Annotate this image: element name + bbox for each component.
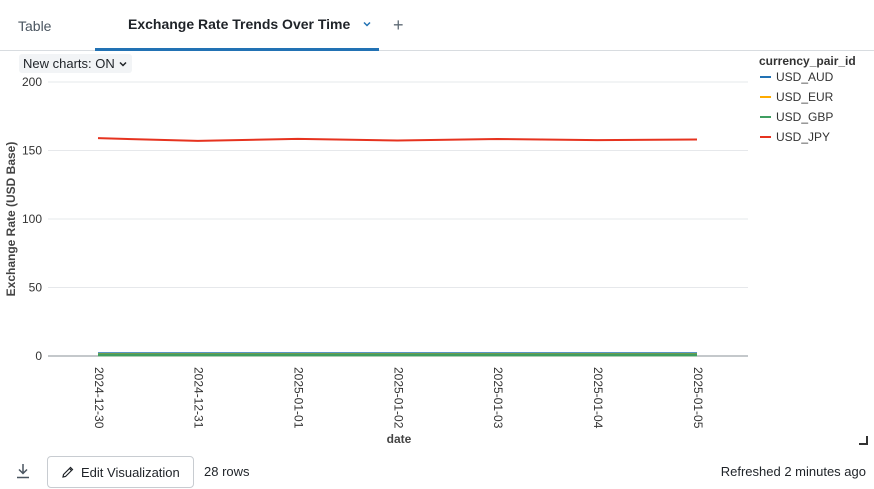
legend-item-usd-jpy: USD_JPY	[776, 130, 830, 144]
y-tick-label: 50	[29, 281, 43, 295]
x-tick-label: 2024-12-31	[192, 367, 206, 429]
refreshed-status: Refreshed 2 minutes ago	[720, 464, 866, 479]
x-tick-label: 2025-01-04	[591, 367, 605, 429]
pencil-icon	[62, 466, 74, 478]
footer: Edit Visualization 28 rows Refreshed 2 m…	[0, 454, 874, 489]
y-axis-title: Exchange Rate (USD Base)	[4, 142, 18, 297]
x-tick-label: 2025-01-01	[291, 367, 305, 429]
y-tick-label: 100	[22, 212, 42, 226]
new-charts-toggle[interactable]: New charts: ON	[19, 54, 132, 73]
tab-bar: Table Exchange Rate Trends Over Time +	[0, 0, 874, 51]
tab-exchange-rate-trends[interactable]: Exchange Rate Trends Over Time	[95, 0, 379, 51]
line-chart: 0 50 100 150 200 2024-12-30 2024-12-31 2025-01-…	[4, 54, 856, 446]
legend-item-usd-aud: USD_AUD	[776, 70, 834, 84]
x-tick-label: 2024-12-30	[92, 367, 106, 429]
row-count: 28 rows	[204, 464, 250, 479]
x-axis-title: date	[387, 432, 412, 446]
edit-visualization-button[interactable]: Edit Visualization	[47, 456, 194, 488]
tab-table[interactable]: Table	[18, 0, 51, 51]
legend-item-usd-eur: USD_EUR	[776, 90, 834, 104]
x-tick-label: 2025-01-05	[691, 367, 705, 429]
edit-visualization-label: Edit Visualization	[81, 464, 180, 480]
x-tick-label: 2025-01-03	[491, 367, 505, 429]
plus-icon: +	[393, 15, 404, 35]
series-line-usd-jpy	[97, 137, 698, 142]
chevron-down-icon	[119, 61, 127, 67]
y-tick-label: 150	[22, 144, 42, 158]
download-icon[interactable]	[14, 462, 32, 480]
x-tick-label: 2025-01-02	[391, 367, 405, 429]
new-charts-label: New charts: ON	[23, 56, 115, 71]
y-tick-label: 0	[35, 349, 42, 363]
tab-table-label: Table	[18, 17, 52, 34]
tab-active-label: Exchange Rate Trends Over Time	[128, 16, 351, 32]
add-tab-button[interactable]: +	[393, 0, 404, 51]
y-tick-label: 200	[22, 75, 42, 89]
chevron-down-icon[interactable]	[362, 19, 372, 29]
legend-item-usd-gbp: USD_GBP	[776, 110, 833, 124]
legend-title: currency_pair_id	[759, 54, 856, 68]
resize-handle[interactable]	[859, 436, 868, 445]
